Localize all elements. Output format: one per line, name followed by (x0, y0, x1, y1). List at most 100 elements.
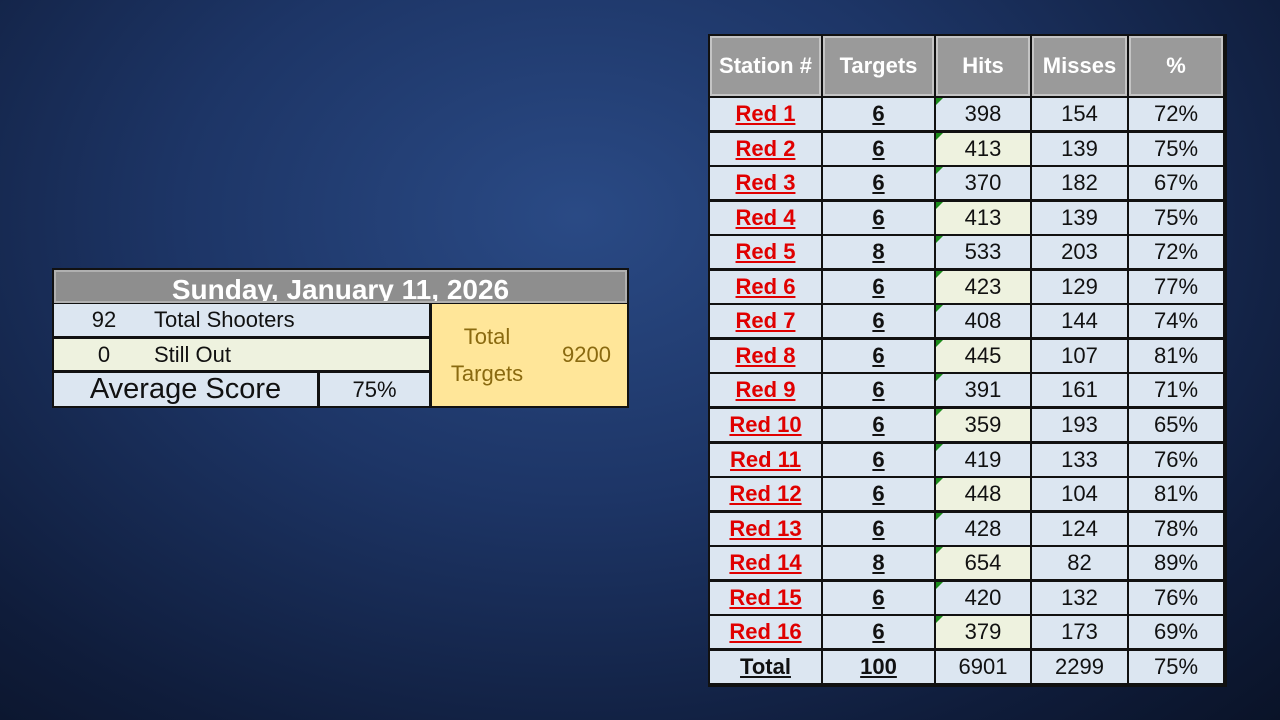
percent-value: 77% (1153, 273, 1199, 299)
station-link[interactable]: Red 4 (735, 204, 796, 230)
hits-value: 420 (964, 584, 1002, 610)
total-targets-value: 9200 (562, 342, 611, 367)
targets-value: 6 (872, 481, 885, 507)
row-targets-cell: 8 (823, 236, 934, 269)
percent-value: 72% (1153, 239, 1199, 265)
row-targets-cell: 6 (823, 270, 934, 303)
station-link[interactable]: Red 15 (729, 584, 802, 610)
comment-indicator-icon (936, 547, 943, 555)
row-percent-cell: 67% (1129, 167, 1223, 200)
row-misses-cell: 107 (1032, 339, 1127, 372)
comment-indicator-icon (936, 167, 943, 175)
targets-value: 8 (872, 550, 885, 576)
comment-indicator-icon (936, 339, 943, 347)
percent-value: 67% (1153, 170, 1199, 196)
percent-value: 76% (1153, 584, 1199, 610)
row-percent-cell: 69% (1129, 616, 1223, 649)
comment-indicator-icon (936, 616, 943, 624)
row-targets-cell: 6 (823, 374, 934, 407)
header-hits: Hits (936, 36, 1030, 96)
station-link[interactable]: Red 3 (735, 170, 796, 196)
percent-value: 81% (1153, 342, 1199, 368)
row-station-cell: Red 6 (710, 270, 821, 303)
header-misses: Misses (1032, 36, 1127, 96)
row-targets-cell: 6 (823, 581, 934, 614)
row-percent-cell: 89% (1129, 547, 1223, 580)
average-score-label: Average Score (54, 373, 317, 406)
hits-value: 419 (964, 446, 1002, 472)
misses-value: 203 (1061, 239, 1098, 265)
row-hits-cell: 428 (936, 512, 1030, 545)
row-hits-cell: 370 (936, 167, 1030, 200)
station-link[interactable]: Red 14 (729, 550, 802, 576)
station-link[interactable]: Red 12 (729, 481, 802, 507)
row-hits-cell: 423 (936, 270, 1030, 303)
total-percent-cell: 75% (1129, 650, 1223, 683)
hits-value: 379 (964, 619, 1002, 645)
percent-value: 81% (1153, 481, 1199, 507)
station-link[interactable]: Red 8 (735, 342, 796, 368)
comment-indicator-icon (936, 305, 943, 313)
targets-value: 6 (872, 101, 885, 127)
row-misses-cell: 82 (1032, 547, 1127, 580)
row-percent-cell: 81% (1129, 478, 1223, 511)
station-link[interactable]: Red 2 (735, 135, 796, 161)
row-station-cell: Red 3 (710, 167, 821, 200)
total-targets-label-2: Targets (450, 361, 524, 386)
comment-indicator-icon (936, 132, 943, 140)
station-link[interactable]: Red 13 (729, 515, 802, 541)
station-link[interactable]: Red 10 (729, 411, 802, 437)
row-percent-cell: 75% (1129, 201, 1223, 234)
misses-value: 144 (1061, 308, 1098, 334)
average-score-value: 75% (320, 373, 429, 406)
percent-value: 74% (1153, 308, 1199, 334)
row-hits-cell: 654 (936, 547, 1030, 580)
hits-value: 391 (964, 377, 1002, 403)
row-percent-cell: 81% (1129, 339, 1223, 372)
comment-indicator-icon (936, 236, 943, 244)
row-misses-cell: 129 (1032, 270, 1127, 303)
comment-indicator-icon (936, 581, 943, 589)
row-percent-cell: 76% (1129, 581, 1223, 614)
targets-value: 6 (872, 170, 885, 196)
misses-value: 133 (1061, 446, 1098, 472)
row-misses-cell: 193 (1032, 408, 1127, 441)
station-link[interactable]: Red 11 (730, 446, 801, 472)
row-hits-cell: 391 (936, 374, 1030, 407)
row-misses-cell: 144 (1032, 305, 1127, 338)
station-link[interactable]: Red 5 (735, 239, 796, 265)
total-hits-cell: 6901 (936, 650, 1030, 683)
targets-value: 6 (872, 308, 885, 334)
targets-value: 6 (872, 273, 885, 299)
station-link[interactable]: Red 16 (729, 619, 802, 645)
row-targets-cell: 6 (823, 478, 934, 511)
row-misses-cell: 182 (1032, 167, 1127, 200)
total-shooters-row: 92 Total Shooters (54, 304, 429, 336)
total-targets-panel: Total Targets 9200 (432, 304, 627, 406)
total-misses-cell: 2299 (1032, 650, 1127, 683)
misses-value: 132 (1061, 584, 1098, 610)
total-hits: 6901 (958, 653, 1008, 679)
station-link[interactable]: Red 9 (735, 377, 796, 403)
row-station-cell: Red 8 (710, 339, 821, 372)
station-link[interactable]: Red 7 (735, 308, 796, 334)
station-link[interactable]: Red 6 (735, 273, 796, 299)
row-percent-cell: 74% (1129, 305, 1223, 338)
targets-value: 6 (872, 515, 885, 541)
row-hits-cell: 413 (936, 132, 1030, 165)
misses-value: 104 (1061, 481, 1098, 507)
row-hits-cell: 408 (936, 305, 1030, 338)
row-targets-cell: 6 (823, 339, 934, 372)
summary-panel: Sunday, January 11, 2026 92 Total Shoote… (52, 268, 629, 408)
still-out-label: Still Out (154, 341, 232, 367)
still-out-row: 0 Still Out (54, 339, 429, 370)
percent-value: 75% (1153, 135, 1199, 161)
row-misses-cell: 104 (1032, 478, 1127, 511)
row-hits-cell: 533 (936, 236, 1030, 269)
hits-value: 654 (964, 550, 1002, 576)
total-shooters-value: 92 (91, 307, 117, 332)
total-targets: 100 (860, 653, 897, 679)
targets-value: 6 (872, 619, 885, 645)
station-link[interactable]: Red 1 (735, 101, 796, 127)
hits-value: 413 (964, 135, 1002, 161)
